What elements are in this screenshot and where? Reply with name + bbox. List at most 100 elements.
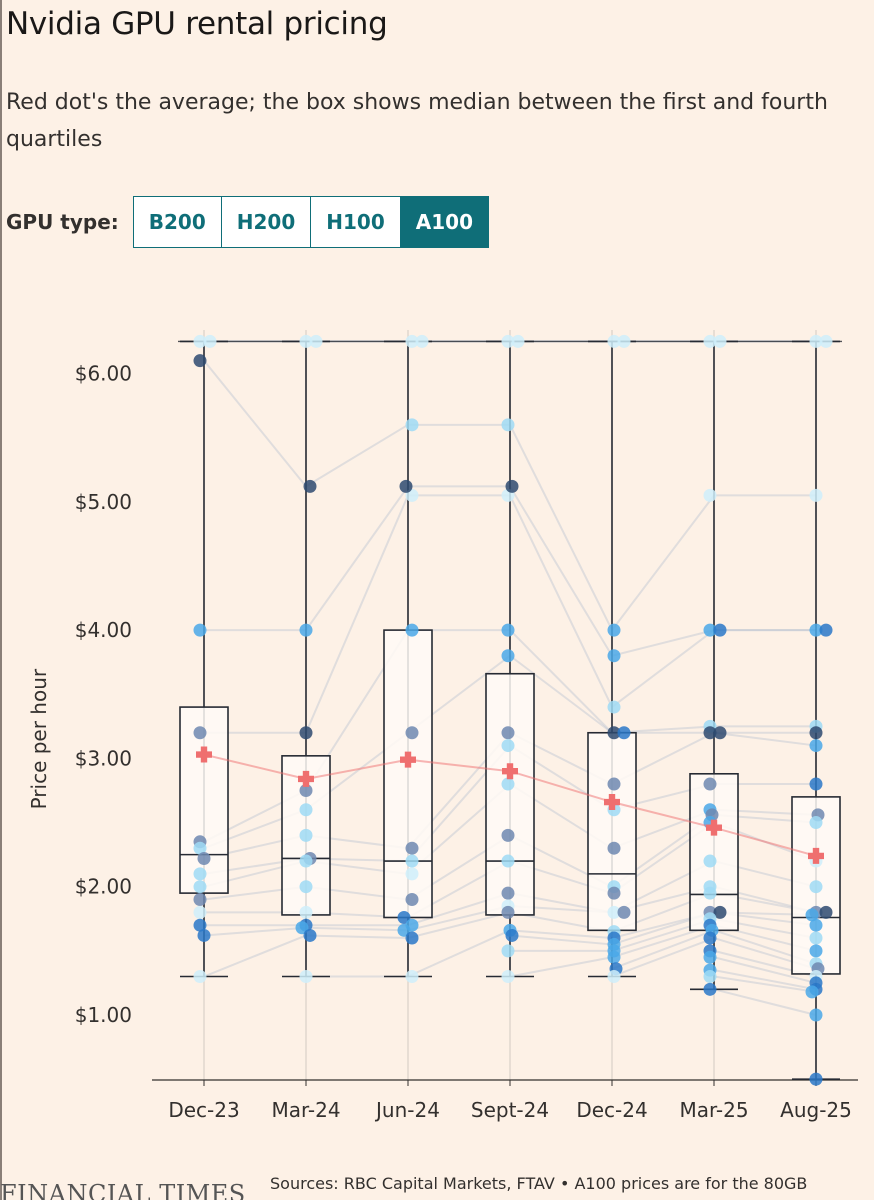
- data-point: [703, 726, 717, 740]
- tab-h200[interactable]: H200: [220, 197, 311, 247]
- data-point: [607, 905, 621, 919]
- data-point: [299, 726, 313, 740]
- connector-line: [203, 926, 307, 937]
- data-point: [713, 334, 727, 348]
- data-point: [405, 726, 419, 740]
- connector-line: [305, 934, 409, 940]
- data-point: [607, 950, 621, 964]
- tab-b200[interactable]: B200: [133, 197, 221, 247]
- data-point: [193, 726, 207, 740]
- data-point: [703, 886, 717, 900]
- data-point: [501, 777, 515, 791]
- data-point: [397, 923, 411, 937]
- x-tick-label: Aug-25: [780, 1098, 852, 1122]
- data-point: [501, 739, 515, 753]
- data-point: [703, 854, 717, 868]
- y-tick-label: $4.00: [75, 618, 132, 642]
- connector-line: [713, 988, 817, 1016]
- connector-line: [509, 485, 613, 657]
- data-point: [607, 970, 621, 984]
- data-point: [617, 726, 631, 740]
- ft-logo: FINANCIAL TIMES: [0, 1180, 246, 1200]
- data-point: [617, 334, 631, 348]
- data-point: [607, 623, 621, 637]
- data-point: [299, 880, 313, 894]
- data-point: [399, 479, 413, 493]
- mean-marker: [706, 819, 722, 836]
- data-point: [501, 854, 515, 868]
- data-point: [405, 893, 419, 907]
- data-point: [703, 623, 717, 637]
- data-point: [809, 1072, 823, 1086]
- x-tick-label: Mar-24: [271, 1098, 340, 1122]
- data-point: [617, 905, 631, 919]
- y-tick-label: $6.00: [75, 362, 132, 386]
- data-point: [299, 828, 313, 842]
- data-point: [309, 334, 323, 348]
- data-point: [193, 905, 207, 919]
- data-point: [501, 886, 515, 900]
- data-point: [809, 816, 823, 830]
- data-point: [809, 623, 823, 637]
- data-point: [809, 880, 823, 894]
- connector-line: [509, 629, 613, 734]
- data-point: [607, 334, 621, 348]
- gpu-type-label: GPU type:: [6, 210, 119, 234]
- data-point: [809, 739, 823, 753]
- connector-line: [407, 911, 511, 939]
- data-point: [193, 623, 207, 637]
- connector-line: [611, 629, 715, 657]
- connector-line: [509, 424, 613, 631]
- tab-a100[interactable]: A100: [399, 197, 488, 247]
- y-tick-label: $2.00: [75, 875, 132, 899]
- data-point: [505, 928, 519, 942]
- data-point: [703, 334, 717, 348]
- connector-line: [305, 494, 409, 734]
- box-plot-chart: Price per hour $1.00 $2.00 $3.00 $4.00 $5.00 $…: [27, 330, 858, 1122]
- data-point: [607, 777, 621, 791]
- data-point: [511, 334, 525, 348]
- mean-marker: [604, 794, 620, 811]
- data-point: [397, 910, 411, 924]
- data-point: [299, 623, 313, 637]
- data-point: [501, 944, 515, 958]
- gpu-type-selector: GPU type: B200 H200 H100 A100: [6, 196, 489, 248]
- data-point: [809, 931, 823, 945]
- connector-line: [509, 494, 613, 708]
- data-point: [193, 841, 207, 855]
- connector-line: [509, 929, 613, 940]
- data-point: [501, 649, 515, 663]
- data-point: [607, 649, 621, 663]
- data-point: [405, 418, 419, 432]
- data-point: [501, 828, 515, 842]
- connector-line: [611, 929, 715, 970]
- connector-line: [509, 934, 613, 946]
- y-axis-label: Price per hour: [27, 668, 51, 809]
- chart-title: Nvidia GPU rental pricing: [6, 6, 388, 42]
- connector-line: [713, 975, 817, 993]
- data-point: [299, 783, 313, 797]
- data-point: [299, 854, 313, 868]
- data-point: [703, 488, 717, 502]
- tab-h100[interactable]: H100: [310, 197, 400, 247]
- data-point: [607, 726, 621, 740]
- data-point: [501, 334, 515, 348]
- connector-line: [305, 485, 409, 631]
- data-point: [713, 726, 727, 740]
- data-point: [703, 982, 717, 996]
- data-point: [193, 867, 207, 881]
- data-point: [415, 334, 429, 348]
- data-point: [405, 334, 419, 348]
- data-point: [203, 334, 217, 348]
- footer: FINANCIAL TIMES Sources: RBC Capital Mar…: [0, 1172, 874, 1200]
- data-point: [819, 334, 833, 348]
- connector-line: [611, 937, 715, 978]
- connector-line: [407, 929, 511, 978]
- data-point: [809, 777, 823, 791]
- data-point: [193, 334, 207, 348]
- data-point: [607, 700, 621, 714]
- quartile-box: [587, 731, 637, 932]
- left-rule: [0, 0, 2, 1200]
- data-point: [819, 623, 833, 637]
- connector-line: [611, 494, 715, 631]
